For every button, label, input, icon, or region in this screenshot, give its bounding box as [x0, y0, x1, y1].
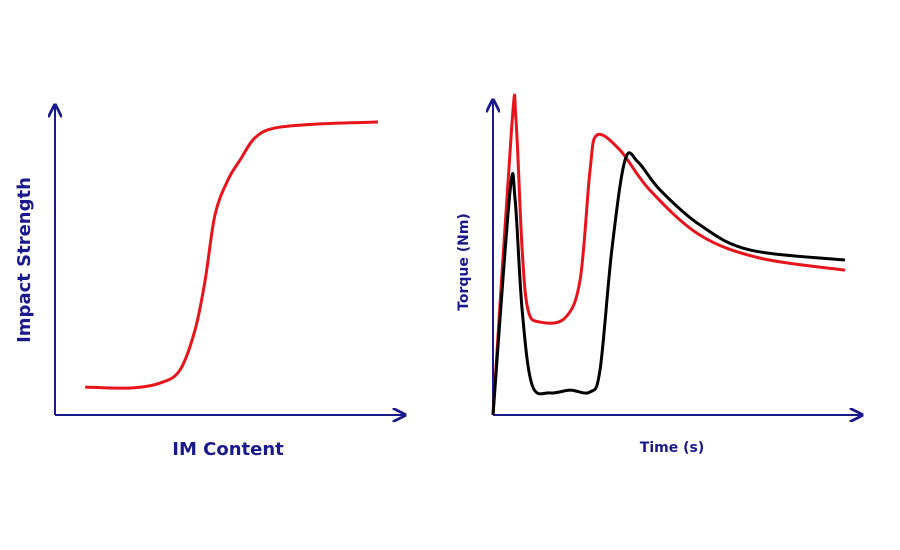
data-line [491, 151, 846, 416]
data-line [85, 120, 379, 390]
chart-left: Impact Strength IM Content [14, 105, 405, 460]
y-axis-label: Torque (Nm) [456, 213, 472, 311]
chart-right: Torque (Nm) Time (s) [456, 93, 862, 456]
y-axis-label: Impact Strength [14, 177, 35, 343]
x-axis-label: Time (s) [640, 440, 704, 456]
data-line [491, 93, 846, 416]
x-axis-label: IM Content [172, 439, 284, 460]
